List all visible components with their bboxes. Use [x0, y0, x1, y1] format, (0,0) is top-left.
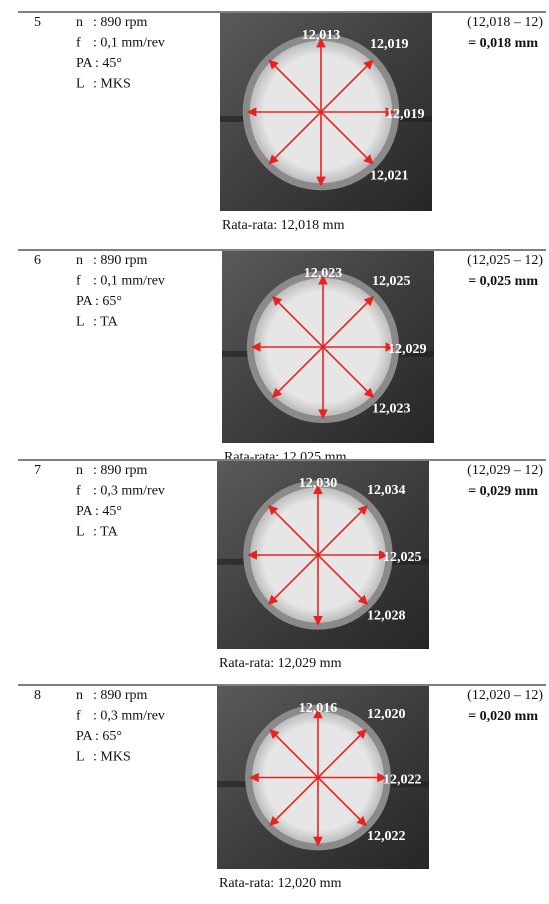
param-key: L [76, 525, 85, 540]
param-value: : MKS [93, 750, 131, 765]
param-key: n [76, 253, 83, 268]
measurement-label: 12,020 [367, 707, 406, 722]
measurement-label: 12,025 [372, 274, 411, 289]
param-value: : 890 rpm [93, 15, 148, 30]
result: = 0,020 mm [468, 709, 538, 724]
measurement-label: 12,022 [383, 773, 422, 788]
table-row: 5 n : 890 rpm f : 0,1 mm/rev PA: 45° L : MKS 12,… [34, 13, 543, 233]
row-number: 8 [34, 688, 41, 703]
param-value: : 0,1 mm/rev [93, 274, 165, 289]
param-value: : 45° [95, 56, 122, 71]
measurement-label: 12,023 [372, 402, 411, 417]
measurement-label: 12,021 [370, 169, 409, 184]
average-text: Rata-rata: 12,029 mm [219, 656, 342, 671]
param-key: n [76, 688, 83, 703]
param-key: PA [76, 294, 94, 309]
row-number: 6 [34, 253, 41, 268]
measurement-label: 12,022 [367, 829, 406, 844]
measurement-label: 12,019 [370, 37, 409, 52]
param-key: PA [76, 504, 94, 519]
document-table: 5n: 890 rpmf: 0,1 mm/revPA: 45°L: MKS12,… [0, 0, 549, 899]
result: = 0,025 mm [468, 274, 538, 289]
param-key: f [76, 484, 81, 499]
param-value: : 890 rpm [93, 253, 148, 268]
param-key: PA [76, 56, 94, 71]
formula: (12,029 – 12) [467, 463, 543, 478]
param-value: : 890 rpm [93, 688, 148, 703]
param-key: L [76, 750, 85, 765]
param-value: : 0,1 mm/rev [93, 36, 165, 51]
row-number: 7 [34, 463, 41, 478]
param-value: : TA [93, 525, 119, 540]
formula: (12,020 – 12) [467, 688, 543, 703]
measurement-label: 12,029 [388, 342, 427, 357]
average-text: Rata-rata: 12,020 mm [219, 876, 342, 891]
param-value: : MKS [93, 77, 131, 92]
param-key: PA [76, 729, 94, 744]
formula: (12,018 – 12) [467, 15, 543, 30]
param-key: n [76, 15, 83, 30]
measurement-label: 12,019 [386, 107, 425, 122]
page: {"table": {"rows": [ {"no": "5", "params… [0, 0, 549, 899]
param-key: L [76, 77, 85, 92]
measurement-label: 12,016 [299, 701, 338, 716]
param-value: : 65° [95, 729, 122, 744]
param-value: : 0,3 mm/rev [93, 484, 165, 499]
measurement-label: 12,028 [367, 608, 406, 623]
table-row: 8 n : 890 rpm f : 0,3 mm/rev PA: 65° L : MKS 12,… [34, 686, 543, 891]
param-value: : 890 rpm [93, 463, 148, 478]
result: = 0,018 mm [468, 36, 538, 51]
measurement-label: 12,025 [383, 550, 422, 565]
param-key: L [76, 315, 85, 330]
param-key: n [76, 463, 83, 478]
formula: (12,025 – 12) [467, 253, 543, 268]
param-value: : 65° [95, 294, 122, 309]
param-key: f [76, 709, 81, 724]
param-value: : 45° [95, 504, 122, 519]
param-key: f [76, 274, 81, 289]
measurement-label: 12,034 [367, 483, 406, 498]
measurement-label: 12,013 [302, 28, 341, 43]
result: = 0,029 mm [468, 484, 538, 499]
table-row: 6 n : 890 rpm f : 0,1 mm/rev PA: 65° L : TA 12,0… [34, 251, 543, 465]
param-value: : TA [93, 315, 119, 330]
measurement-label: 12,030 [299, 476, 338, 491]
row-number: 5 [34, 15, 41, 30]
param-key: f [76, 36, 81, 51]
table-row: 7 n : 890 rpm f : 0,3 mm/rev PA: 45° L : TA 12,0… [34, 461, 543, 671]
average-text: Rata-rata: 12,018 mm [222, 218, 345, 233]
param-value: : 0,3 mm/rev [93, 709, 165, 724]
measurement-label: 12,023 [304, 266, 343, 281]
